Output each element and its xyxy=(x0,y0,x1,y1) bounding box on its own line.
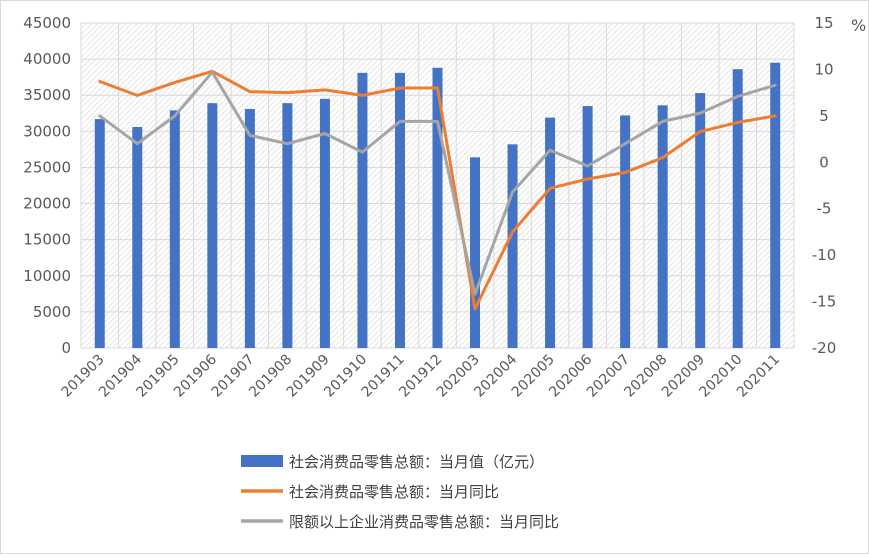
legend-label: 社会消费品零售总额：当月同比 xyxy=(289,483,499,501)
right-tick-label: 15 xyxy=(814,14,833,32)
bar xyxy=(319,98,330,348)
left-tick-label: 45000 xyxy=(23,14,71,32)
legend-label: 限额以上企业消费品零售总额：当月同比 xyxy=(289,513,559,531)
bar xyxy=(432,67,443,349)
bar xyxy=(770,62,781,348)
bar xyxy=(507,144,518,348)
bar xyxy=(695,93,706,348)
series-line xyxy=(98,70,777,296)
bar-series xyxy=(94,62,781,349)
bar xyxy=(470,157,481,348)
left-tick-label: 20000 xyxy=(23,195,71,213)
bar xyxy=(357,72,368,348)
gridlines xyxy=(80,22,795,349)
bar xyxy=(620,115,631,348)
bar xyxy=(282,103,293,349)
left-tick-label: 5000 xyxy=(33,303,71,321)
bar xyxy=(545,117,556,348)
bar xyxy=(207,103,218,349)
right-tick-label: 10 xyxy=(814,60,833,78)
line-series xyxy=(98,69,777,311)
bar xyxy=(94,119,105,348)
right-tick-label: -15 xyxy=(812,293,837,311)
right-axis-unit-label: % xyxy=(851,16,866,35)
bar xyxy=(132,127,143,348)
right-tick-label: -10 xyxy=(812,246,837,264)
x-axis-ticks: 2019032019042019052019062019072019082019… xyxy=(58,351,783,400)
right-tick-label: -20 xyxy=(812,339,837,357)
bar xyxy=(657,105,668,348)
left-tick-label: 10000 xyxy=(23,267,71,285)
left-tick-label: 15000 xyxy=(23,231,71,249)
bar xyxy=(244,108,255,348)
right-tick-label: 0 xyxy=(819,153,829,171)
bar xyxy=(732,69,743,348)
left-tick-label: 40000 xyxy=(23,50,71,68)
left-axis-ticks: 0 5000 10000 15000 20000 25000 30000 35000 40000… xyxy=(23,14,71,357)
bar xyxy=(394,72,405,348)
left-tick-label: 35000 xyxy=(23,86,71,104)
legend-swatch-bar xyxy=(241,455,283,467)
right-axis-ticks: -20 -15 -10 -5 0 5 10 15 xyxy=(812,14,837,357)
right-tick-label: 5 xyxy=(819,107,829,125)
legend-label: 社会消费品零售总额：当月值（亿元） xyxy=(289,453,544,471)
left-tick-label: 0 xyxy=(61,339,71,357)
right-tick-label: -5 xyxy=(817,200,832,218)
left-tick-label: 30000 xyxy=(23,122,71,140)
bar xyxy=(169,110,180,348)
legend: 社会消费品零售总额：当月值（亿元） 社会消费品零售总额：当月同比限额以上企业消费品… xyxy=(241,453,559,531)
bar xyxy=(582,106,593,348)
left-tick-label: 25000 xyxy=(23,158,71,176)
